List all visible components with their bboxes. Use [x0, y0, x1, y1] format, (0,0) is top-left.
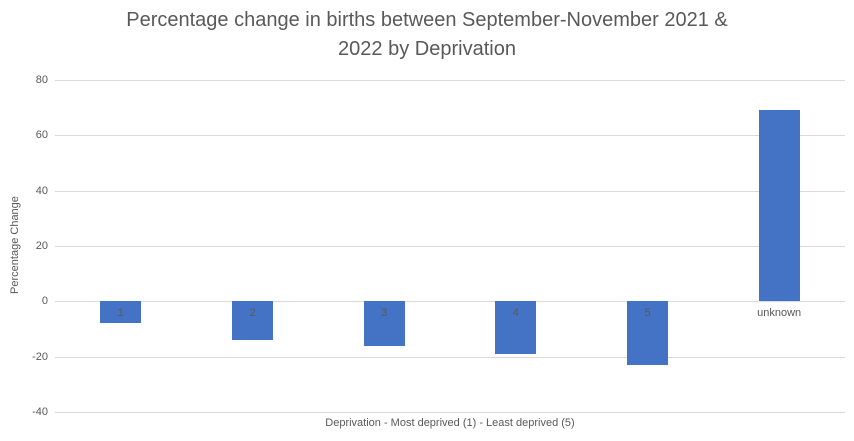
bar-4 — [495, 301, 537, 354]
gridline-y-40 — [55, 190, 845, 192]
y-tick-label-40: 40 — [35, 184, 48, 197]
y-tick-label-80: 80 — [35, 74, 48, 86]
category-label-2: 2 — [249, 307, 256, 320]
category-label-unknown: unknown — [757, 307, 802, 320]
y-tick-label-0: 0 — [41, 295, 48, 308]
x-axis-title: Deprivation - Most deprived (1) - Least … — [325, 417, 575, 429]
y-tick-label-20: 20 — [35, 240, 48, 252]
gridline-y-0 — [55, 301, 845, 303]
chart-title: Percentage change in births between Sept… — [0, 6, 854, 64]
plot-area: 1 2 3 4 5 unknown — [55, 80, 845, 413]
y-tick-label-60: 60 — [35, 129, 48, 142]
gridline-y--40 — [55, 412, 845, 413]
category-label-5: 5 — [644, 307, 651, 320]
gridline-y-60 — [55, 135, 845, 137]
bar-3 — [363, 301, 405, 346]
gridline-y-20 — [55, 246, 845, 247]
bar-1 — [100, 301, 142, 324]
category-label-3: 3 — [381, 307, 388, 320]
bar-2 — [232, 301, 273, 340]
bar-5 — [627, 301, 668, 365]
chart-title-line-2: 2022 by Deprivation — [338, 38, 516, 60]
y-tick-label--20: -20 — [32, 350, 48, 363]
bar-unknown — [758, 110, 800, 302]
category-label-1: 1 — [117, 307, 124, 320]
gridline-y-80 — [55, 80, 845, 81]
category-label-4: 4 — [512, 307, 519, 320]
y-tick-label--40: -40 — [32, 406, 48, 418]
chart-title-line-1: Percentage change in births between Sept… — [126, 9, 728, 31]
gridline-y--20 — [55, 356, 845, 358]
